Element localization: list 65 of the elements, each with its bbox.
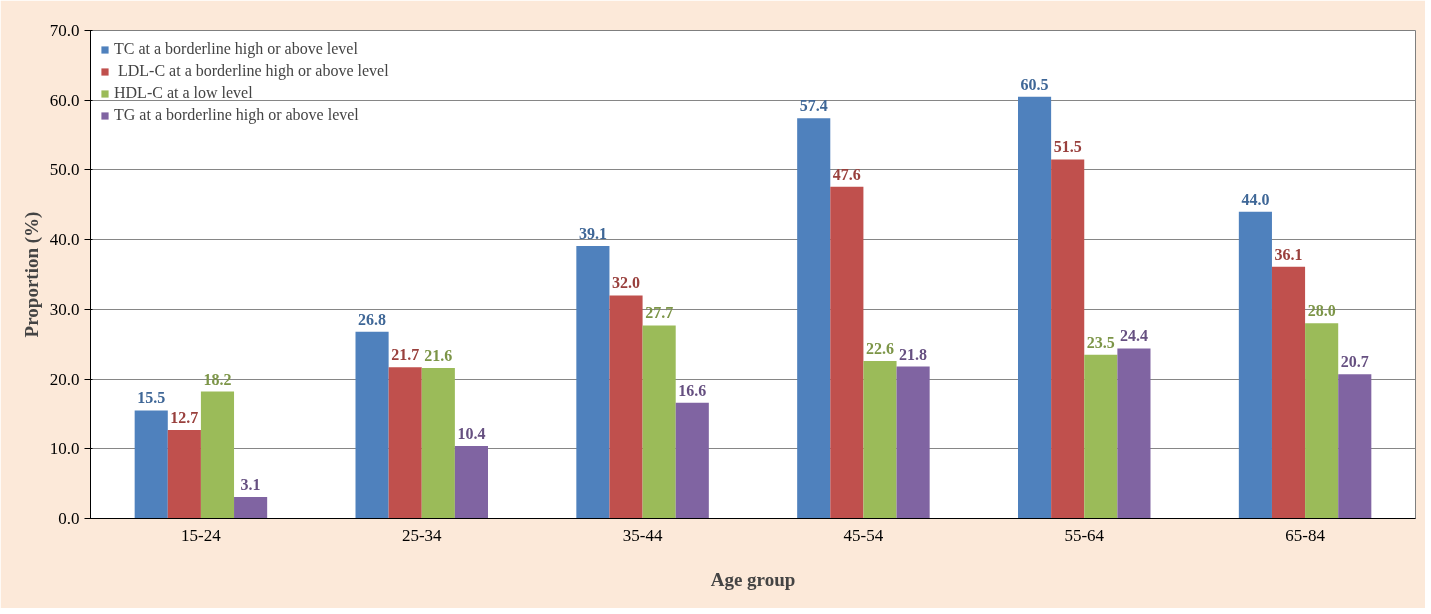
data-label: 3.1: [240, 475, 261, 493]
data-label: 32.0: [612, 274, 641, 292]
bar: [863, 360, 897, 519]
y-tick-label: 0.0: [58, 509, 80, 528]
x-tick-label: 65-84: [1285, 525, 1326, 545]
bar: [454, 446, 488, 519]
y-tick-label: 70.0: [49, 21, 80, 40]
data-label: 22.6: [865, 339, 894, 357]
bar: [234, 496, 268, 519]
data-label: 47.6: [832, 165, 861, 183]
x-tick-label: 15-24: [181, 525, 222, 545]
bar: [388, 367, 422, 519]
bar: [1084, 354, 1118, 519]
data-label: 21.8: [899, 345, 928, 363]
data-label: 26.8: [358, 310, 387, 328]
data-label: 60.5: [1020, 75, 1049, 93]
y-tick-label: 40.0: [49, 230, 80, 250]
y-tick-label: 10.0: [49, 439, 80, 459]
y-axis-title: Proportion (%): [20, 211, 43, 338]
x-tick-label: 35-44: [622, 525, 663, 545]
data-label: 12.7: [170, 408, 199, 426]
bar: [421, 367, 455, 519]
data-label: 16.6: [678, 381, 707, 399]
x-tick-label: 45-54: [843, 525, 884, 545]
bar: [1271, 266, 1306, 519]
data-label: 21.6: [424, 346, 453, 364]
bar: [675, 402, 709, 519]
y-tick-label: 20.0: [49, 369, 80, 389]
bar: [1117, 348, 1151, 519]
bar: [609, 295, 643, 519]
data-label: 24.4: [1119, 327, 1148, 345]
bar: [642, 325, 676, 519]
x-tick-label: 25-34: [401, 525, 443, 545]
legend-label: LDL-C at a borderline high or above level: [117, 62, 389, 80]
legend-label: TG at a borderline high or above level: [114, 106, 359, 124]
bar: [355, 331, 389, 519]
data-label: 44.0: [1241, 190, 1270, 208]
bar: [797, 118, 831, 519]
bar: [134, 410, 168, 519]
bar: [896, 366, 930, 519]
data-label: 20.7: [1340, 353, 1369, 371]
bar: [1051, 159, 1085, 519]
legend-label: HDL-C at a low level: [114, 84, 253, 102]
data-label: 21.7: [391, 346, 420, 364]
data-label: 39.1: [578, 224, 607, 242]
y-tick-label: 50.0: [49, 160, 80, 180]
bar: [1238, 211, 1272, 519]
bar: [200, 391, 235, 519]
bar: [830, 186, 864, 519]
data-label: 23.5: [1086, 333, 1115, 351]
bar: [167, 429, 201, 519]
data-label: 15.5: [137, 389, 166, 407]
data-label: 36.1: [1274, 245, 1303, 263]
bar: [576, 245, 610, 519]
bar: [1018, 96, 1052, 519]
y-tick-label: 30.0: [49, 299, 80, 319]
y-tick-label: 60.0: [49, 90, 80, 110]
data-label: 57.4: [799, 97, 828, 115]
bar: [1338, 374, 1372, 519]
data-label: 51.5: [1053, 138, 1082, 156]
legend-label: TC at a borderline high or above level: [114, 40, 358, 58]
bar: [1305, 323, 1339, 519]
x-tick-label: 55-64: [1064, 525, 1105, 545]
x-axis-title: Age group: [710, 568, 796, 590]
data-label: 10.4: [457, 425, 486, 442]
